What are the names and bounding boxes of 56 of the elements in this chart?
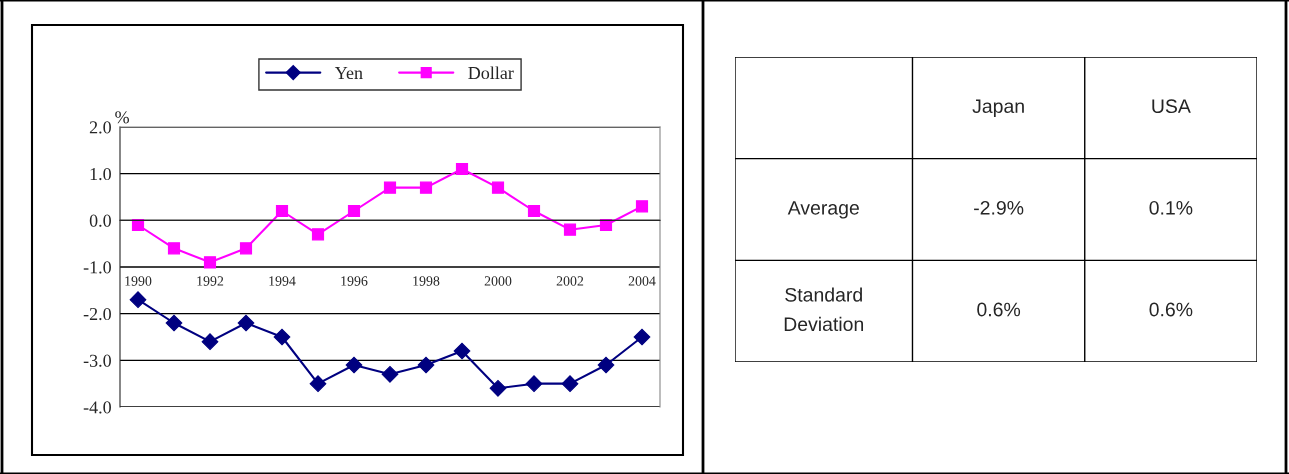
point xyxy=(383,181,397,194)
x-tick-label: 2002 xyxy=(556,276,584,286)
text: Average xyxy=(787,201,859,219)
text: Japan xyxy=(972,99,1024,117)
point xyxy=(419,181,433,194)
point xyxy=(129,291,147,309)
point xyxy=(597,356,615,374)
point xyxy=(201,333,219,351)
text: 0.6% xyxy=(977,302,1021,317)
point xyxy=(525,375,543,393)
text: 0.6% xyxy=(1149,302,1193,317)
point xyxy=(237,314,255,332)
point xyxy=(489,379,507,397)
point xyxy=(345,356,363,374)
x-tick-label: 1996 xyxy=(341,276,368,286)
point xyxy=(203,256,217,269)
y-tick-label: 1.0 xyxy=(90,167,111,181)
point xyxy=(131,218,145,232)
point xyxy=(633,328,651,346)
text: USA xyxy=(1152,99,1191,114)
y-tick-label: -4.0 xyxy=(83,401,111,414)
y-tick-label: -3.0 xyxy=(83,354,111,367)
point xyxy=(275,204,289,218)
point xyxy=(167,242,181,255)
point xyxy=(561,375,579,393)
point xyxy=(491,181,505,194)
point xyxy=(239,242,253,255)
x-tick-label: 1998 xyxy=(413,276,440,286)
y-tick-label: -1.0 xyxy=(83,261,111,274)
y-axis-title: % xyxy=(115,111,130,124)
x-tick-label: 1992 xyxy=(197,276,224,286)
point xyxy=(453,342,471,360)
x-tick-label: 1994 xyxy=(269,276,296,286)
text: 0.1% xyxy=(1149,200,1193,215)
point xyxy=(599,218,613,232)
y-tick-label: -2.0 xyxy=(83,307,111,321)
point xyxy=(417,356,435,374)
x-tick-label: 1990 xyxy=(125,276,152,286)
point xyxy=(455,162,469,176)
point xyxy=(635,200,649,213)
y-tick-label: 0.0 xyxy=(89,214,111,227)
point xyxy=(273,328,291,346)
point xyxy=(527,204,541,218)
y-tick-label: 2.0 xyxy=(89,121,111,134)
text: -2.9% xyxy=(974,200,1024,215)
point xyxy=(311,228,325,241)
x-tick-label: 2004 xyxy=(628,276,656,286)
point xyxy=(347,204,361,218)
legend-label: Yen xyxy=(334,67,363,80)
point xyxy=(563,223,577,236)
x-tick-label: 2000 xyxy=(484,276,512,286)
legend-label: Dollar xyxy=(468,66,514,80)
point xyxy=(381,365,399,383)
point xyxy=(165,314,183,332)
text: Standard Deviation xyxy=(784,287,864,332)
point xyxy=(309,375,327,393)
